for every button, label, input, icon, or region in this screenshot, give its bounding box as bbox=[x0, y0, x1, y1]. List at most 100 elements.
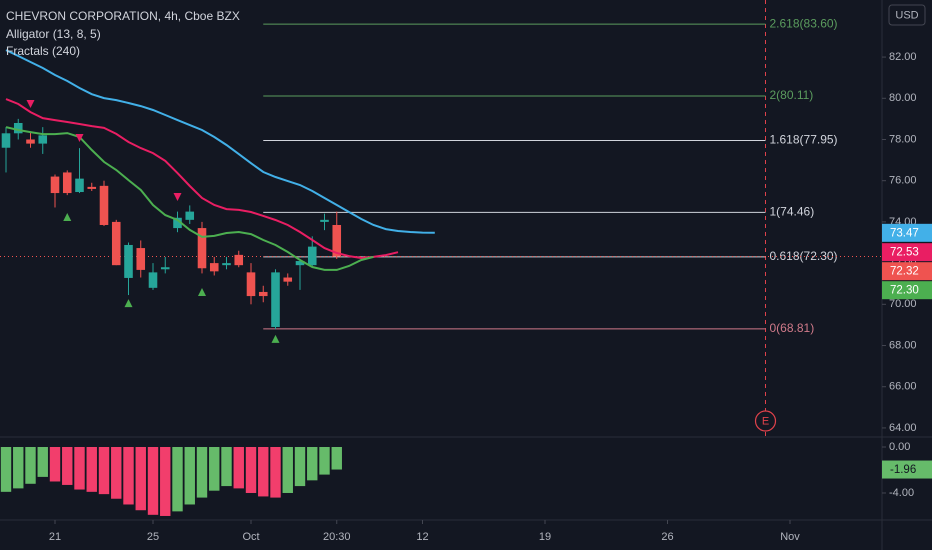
alligator-line bbox=[5, 49, 435, 234]
oscillator-bar bbox=[135, 447, 146, 511]
y-tick-label: 68.00 bbox=[889, 339, 917, 351]
candle-body bbox=[295, 261, 305, 266]
candle-body bbox=[1, 133, 11, 148]
candle-body bbox=[148, 272, 158, 288]
oscillator-bar bbox=[258, 447, 269, 497]
fib-label: 0.618(72.30) bbox=[770, 249, 838, 263]
candle-body bbox=[13, 123, 23, 134]
candle-body bbox=[222, 263, 231, 266]
fib-label: 1.618(77.95) bbox=[770, 133, 838, 147]
oscillator-bar bbox=[319, 447, 330, 475]
price-badge bbox=[882, 243, 932, 262]
candle-body bbox=[136, 248, 146, 270]
oscillator-bar bbox=[294, 447, 306, 487]
oscillator-bar bbox=[184, 447, 195, 505]
oscillator-bar bbox=[233, 447, 244, 489]
oscillator-bar bbox=[245, 447, 257, 493]
fractal-marker bbox=[26, 100, 35, 109]
x-tick-label: 26 bbox=[661, 531, 673, 543]
oscillator-bar bbox=[25, 447, 36, 484]
earnings-label: E bbox=[762, 415, 769, 427]
fib-label: 0(68.81) bbox=[770, 321, 815, 335]
x-tick-label: 12 bbox=[416, 531, 428, 543]
fractal-marker bbox=[63, 212, 72, 221]
candle-body bbox=[160, 267, 170, 270]
currency-label[interactable]: USD bbox=[895, 9, 918, 21]
oscillator-bar bbox=[172, 447, 183, 512]
y-tick-label: 76.00 bbox=[889, 175, 917, 187]
oscillator-bar bbox=[209, 447, 220, 491]
oscillator-bar bbox=[221, 447, 232, 487]
oscillator-bar bbox=[86, 447, 97, 492]
y-tick-label: 66.00 bbox=[889, 381, 917, 393]
candle-body bbox=[111, 221, 121, 266]
oscillator-bar bbox=[111, 447, 122, 499]
fractal-marker bbox=[271, 334, 280, 343]
candle-body bbox=[271, 272, 280, 327]
candle-body bbox=[38, 135, 48, 144]
oscillator-bar bbox=[37, 447, 48, 477]
candle-body bbox=[26, 139, 35, 144]
price-badge-label: 72.30 bbox=[890, 285, 919, 297]
oscillator-bar bbox=[282, 447, 293, 493]
alligator-line bbox=[5, 126, 374, 271]
oscillator-bar bbox=[13, 447, 24, 489]
candle-body bbox=[234, 254, 244, 266]
chart-title: CHEVRON CORPORATION, 4h, Cboe BZX bbox=[6, 9, 240, 23]
fractal-marker bbox=[173, 192, 182, 201]
oscillator-bar bbox=[62, 447, 73, 485]
x-tick-label: Oct bbox=[242, 531, 259, 543]
fib-label: 2.618(83.60) bbox=[770, 16, 838, 30]
x-tick-label: 25 bbox=[147, 531, 159, 543]
currency-button[interactable] bbox=[888, 4, 926, 26]
price-badge bbox=[882, 281, 932, 300]
osc-tick-label: 0.00 bbox=[889, 441, 910, 453]
candle-body bbox=[209, 263, 219, 272]
candle-body bbox=[283, 277, 293, 282]
price-badge bbox=[882, 223, 932, 242]
price-badge-label: 72.53 bbox=[890, 247, 919, 259]
candle-body bbox=[258, 291, 268, 297]
candle-body bbox=[185, 211, 195, 220]
price-badge-label: 73.47 bbox=[890, 227, 919, 239]
fractal-marker bbox=[75, 134, 84, 143]
fractal-marker bbox=[124, 299, 133, 308]
oscillator-bar bbox=[123, 447, 134, 505]
x-tick-label: 19 bbox=[539, 531, 551, 543]
alligator-line bbox=[5, 98, 399, 260]
indicator-label: Alligator (13, 8, 5) bbox=[6, 27, 101, 41]
candle-body bbox=[62, 172, 72, 194]
fib-label: 2(80.11) bbox=[770, 88, 814, 102]
candle-body bbox=[320, 219, 329, 222]
candle-body bbox=[75, 178, 84, 193]
earnings-marker bbox=[754, 410, 777, 432]
oscillator-bar bbox=[0, 447, 12, 492]
candle-body bbox=[50, 176, 60, 194]
candle-body bbox=[99, 185, 109, 225]
oscillator-bar bbox=[270, 447, 281, 498]
candle-body bbox=[173, 217, 182, 229]
x-tick-label: Nov bbox=[780, 531, 800, 543]
candle-body bbox=[332, 224, 342, 257]
y-tick-label: 80.00 bbox=[889, 92, 917, 104]
osc-badge-label: -1.96 bbox=[890, 464, 916, 476]
osc-tick-label: -4.00 bbox=[889, 487, 914, 499]
oscillator-bar bbox=[49, 447, 61, 482]
y-tick-label: 82.00 bbox=[889, 51, 917, 63]
oscillator-bar bbox=[307, 447, 318, 481]
candle-body bbox=[87, 186, 97, 189]
y-tick-label: 64.00 bbox=[889, 422, 917, 434]
candle-body bbox=[124, 244, 133, 278]
oscillator-bar bbox=[98, 447, 110, 495]
x-tick-label: 21 bbox=[49, 531, 61, 543]
oscillator-bar bbox=[331, 447, 342, 470]
price-badge bbox=[882, 262, 932, 281]
oscillator-bar bbox=[160, 447, 171, 516]
x-tick-label: 20:30 bbox=[323, 531, 351, 543]
indicator-label: Fractals (240) bbox=[6, 44, 80, 58]
oscillator-bar bbox=[147, 447, 159, 515]
y-tick-label: 78.00 bbox=[889, 133, 917, 145]
fractal-marker bbox=[198, 287, 207, 296]
